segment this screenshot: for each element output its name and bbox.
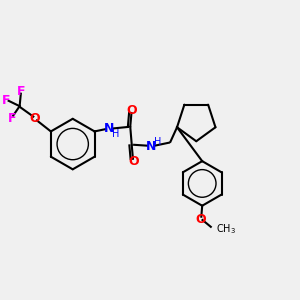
- Text: F: F: [8, 112, 16, 124]
- Text: N: N: [146, 140, 156, 153]
- Text: O: O: [29, 112, 40, 124]
- Text: F: F: [2, 94, 10, 107]
- Text: H: H: [112, 129, 120, 139]
- Text: O: O: [126, 104, 137, 117]
- Text: O: O: [195, 213, 206, 226]
- Text: CH$_3$: CH$_3$: [216, 223, 236, 236]
- Text: O: O: [128, 154, 139, 168]
- Text: F: F: [17, 85, 26, 98]
- Text: N: N: [104, 122, 115, 135]
- Text: H: H: [154, 136, 161, 146]
